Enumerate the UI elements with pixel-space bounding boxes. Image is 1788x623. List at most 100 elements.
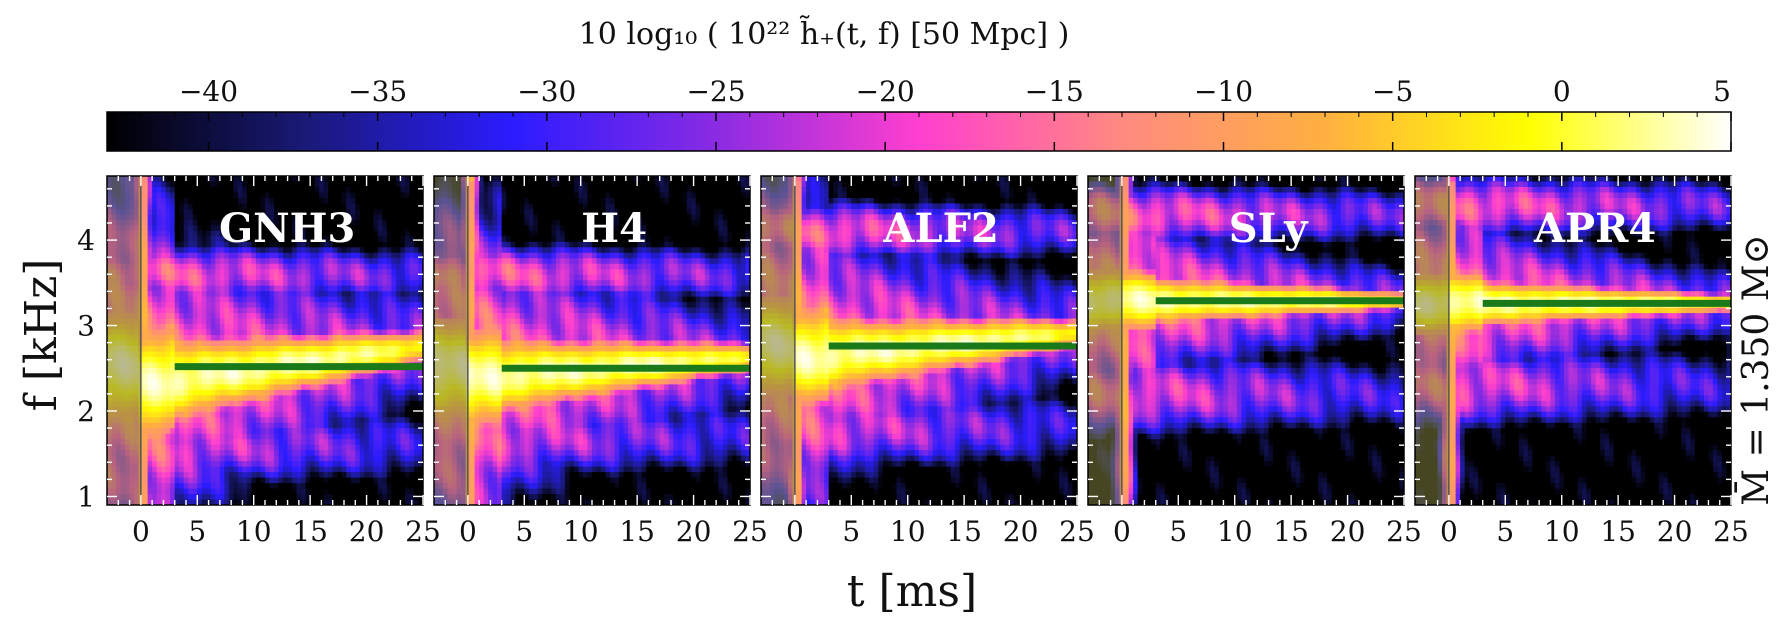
heatmap-cell — [328, 318, 334, 325]
heatmap-cell — [346, 345, 352, 353]
heatmap-cell — [355, 329, 361, 336]
heatmap-cell — [265, 384, 271, 391]
heatmap-cell — [409, 450, 415, 457]
heatmap-cell — [188, 433, 194, 440]
heatmap-cell — [201, 236, 207, 243]
heatmap-cell — [174, 247, 180, 254]
heatmap-cell — [373, 302, 379, 309]
heatmap-cell — [305, 444, 311, 451]
heatmap-cell — [242, 192, 248, 199]
heatmap-cell — [152, 428, 158, 435]
heatmap-cell — [228, 307, 234, 314]
heatmap-cell — [242, 219, 248, 226]
heatmap-cell — [183, 406, 189, 413]
heatmap-cell — [319, 230, 325, 237]
heatmap-cell — [156, 214, 162, 221]
heatmap-cell — [368, 378, 374, 385]
heatmap-cell — [269, 329, 275, 336]
colorbar-tick-label: −5 — [1372, 75, 1413, 108]
heatmap-cell — [301, 335, 307, 342]
heatmap-cell — [337, 400, 343, 407]
heatmap-cell — [152, 406, 158, 413]
heatmap-cell — [296, 291, 302, 298]
heatmap-cell — [296, 307, 302, 314]
heatmap-cell — [156, 296, 162, 303]
heatmap-cell — [183, 384, 189, 391]
heatmap-cell — [373, 313, 379, 320]
heatmap-cell — [260, 340, 266, 347]
heatmap-cell — [341, 422, 347, 429]
heatmap-cell — [219, 225, 225, 232]
heatmap-cell — [391, 252, 397, 259]
heatmap-cell — [233, 302, 239, 309]
heatmap-cell — [314, 214, 320, 221]
heatmap-cell — [377, 472, 383, 479]
heatmap-cell — [474, 356, 480, 364]
heatmap-cell — [364, 329, 370, 336]
heatmap-cell — [413, 439, 420, 446]
heatmap-cell — [246, 351, 253, 358]
heatmap-cell — [386, 225, 392, 232]
heatmap-cell — [305, 494, 311, 501]
heatmap-cell — [470, 247, 476, 254]
heatmap-cell — [337, 389, 343, 396]
heatmap-cell — [287, 208, 293, 215]
heatmap-cell — [287, 488, 293, 495]
heatmap-cell — [161, 483, 167, 490]
heatmap-cell — [301, 318, 307, 325]
heatmap-cell — [206, 411, 212, 418]
heatmap-cell — [147, 389, 153, 396]
heatmap-cell — [165, 236, 171, 243]
heatmap-cell — [386, 461, 392, 468]
heatmap-cell — [287, 192, 293, 199]
heatmap-cell — [283, 472, 289, 479]
heatmap-cell — [368, 192, 374, 199]
heatmap-cell — [323, 302, 329, 309]
heatmap-cell — [219, 203, 225, 210]
heatmap-cell — [274, 417, 280, 424]
heatmap-cell — [174, 302, 180, 309]
heatmap-cell — [355, 236, 361, 243]
heatmap-cell — [346, 285, 352, 292]
heatmap-cell — [237, 291, 244, 298]
heatmap-cell — [413, 219, 420, 226]
heatmap-cell — [215, 384, 221, 391]
heatmap-cell — [337, 236, 343, 243]
heatmap-cell — [409, 340, 415, 347]
heatmap-cell — [210, 324, 216, 331]
heatmap-cell — [283, 192, 289, 199]
heatmap-cell — [418, 367, 423, 374]
heatmap-cell — [188, 329, 194, 336]
heatmap-cell — [197, 291, 203, 298]
heatmap-cell — [251, 186, 257, 194]
heatmap-cell — [474, 461, 480, 468]
heatmap-cell — [283, 488, 289, 495]
heatmap-cell — [355, 466, 361, 473]
heatmap-cell — [310, 406, 316, 413]
heatmap-cell — [332, 472, 338, 479]
heatmap-cell — [228, 208, 234, 215]
heatmap-cell — [364, 307, 370, 314]
heatmap-cell — [364, 258, 370, 265]
heatmap-cell — [242, 417, 248, 424]
heatmap-cell — [332, 313, 338, 320]
heatmap-cell — [373, 176, 379, 183]
heatmap-cell — [350, 406, 356, 413]
heatmap-cell — [337, 455, 343, 462]
heatmap-cell — [278, 477, 284, 484]
heatmap-cell — [265, 219, 271, 226]
heatmap-cell — [156, 329, 162, 336]
heatmap-cell — [355, 428, 361, 435]
heatmap-cell — [192, 384, 198, 391]
heatmap-cell — [224, 345, 230, 353]
heatmap-cell — [373, 230, 379, 237]
heatmap-cell — [474, 186, 480, 194]
heatmap-cell — [265, 389, 271, 396]
heatmap-cell — [359, 302, 365, 309]
heatmap-cell — [237, 400, 244, 407]
heatmap-cell — [246, 444, 253, 451]
heatmap-cell — [310, 395, 316, 402]
heatmap-cell — [305, 192, 311, 199]
heatmap-cell — [251, 345, 257, 353]
heatmap-cell — [474, 400, 480, 407]
